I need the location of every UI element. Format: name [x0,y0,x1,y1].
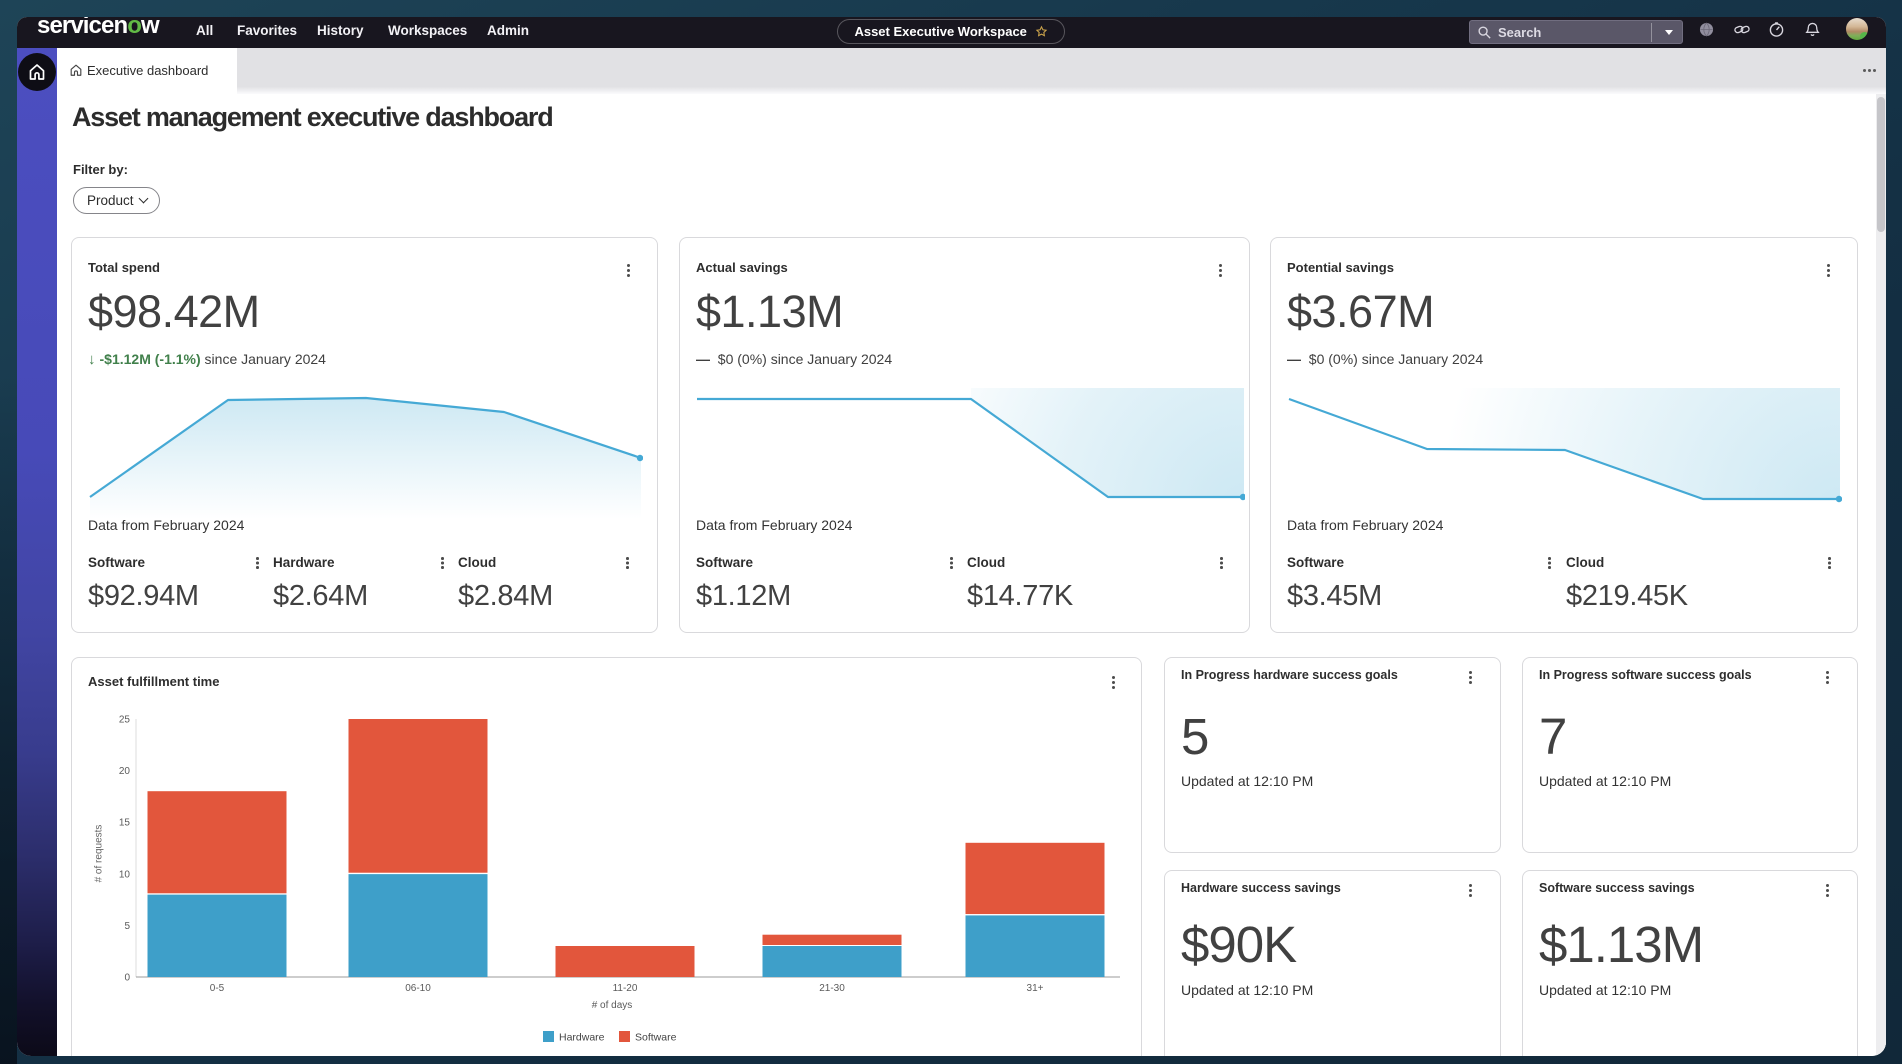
svg-text:25: 25 [119,715,131,726]
svg-text:Hardware: Hardware [559,1032,605,1044]
svg-text:Software: Software [635,1032,677,1044]
svg-text:0: 0 [124,973,130,984]
svg-text:5: 5 [124,921,130,932]
svg-text:20: 20 [119,766,131,777]
svg-text:0-5: 0-5 [210,983,225,994]
svg-text:31+: 31+ [1027,983,1044,994]
svg-text:06-10: 06-10 [405,983,431,994]
svg-text:11-20: 11-20 [613,983,638,994]
svg-text:10: 10 [119,869,131,880]
svg-text:15: 15 [119,818,131,829]
svg-text:21-30: 21-30 [819,983,845,994]
svg-text:# of days: # of days [592,1000,633,1011]
